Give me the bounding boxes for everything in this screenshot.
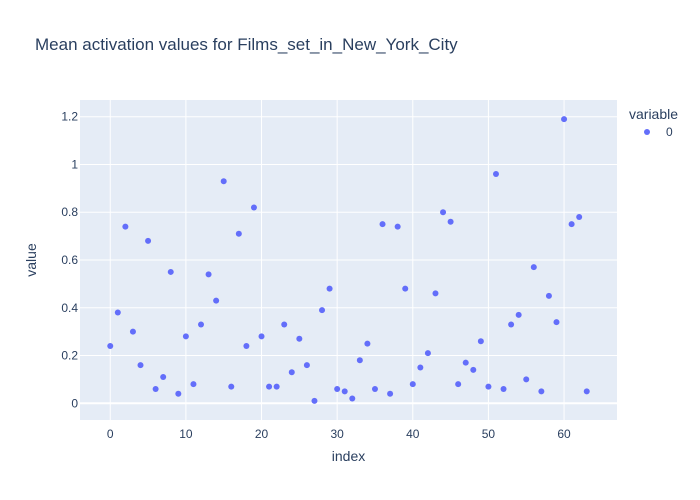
data-point[interactable] (394, 223, 401, 230)
y-tick-label: 0.4 (61, 301, 78, 315)
data-point[interactable] (568, 221, 575, 228)
data-point[interactable] (114, 309, 121, 316)
data-point[interactable] (492, 171, 499, 178)
data-point[interactable] (538, 388, 545, 395)
data-point[interactable] (402, 285, 409, 292)
data-point[interactable] (500, 385, 507, 392)
legend-title: variable (629, 106, 678, 122)
data-point[interactable] (523, 376, 530, 383)
data-point[interactable] (311, 397, 318, 404)
x-axis-ticks: 0 10 20 30 40 50 60 (107, 427, 571, 441)
data-point[interactable] (356, 357, 363, 364)
legend-label-0: 0 (666, 125, 673, 139)
y-tick-label: 1.2 (61, 110, 78, 124)
gridlines (80, 100, 617, 420)
data-point[interactable] (213, 297, 220, 304)
data-point[interactable] (145, 237, 152, 244)
data-point[interactable] (182, 333, 189, 340)
y-tick-label: 0.2 (61, 349, 78, 363)
data-point[interactable] (371, 385, 378, 392)
data-point[interactable] (364, 340, 371, 347)
data-point[interactable] (424, 350, 431, 357)
x-axis-title: index (332, 448, 365, 464)
chart-title: Mean activation values for Films_set_in_… (35, 35, 458, 54)
data-point[interactable] (477, 338, 484, 345)
data-point[interactable] (266, 383, 273, 390)
data-point[interactable] (530, 264, 537, 271)
y-axis-title: value (23, 243, 39, 277)
x-tick-label: 0 (107, 427, 114, 441)
x-tick-label: 60 (557, 427, 571, 441)
data-point[interactable] (387, 390, 394, 397)
data-point[interactable] (220, 178, 227, 185)
x-tick-label: 50 (482, 427, 496, 441)
data-point[interactable] (243, 342, 250, 349)
data-points (107, 116, 590, 404)
data-point[interactable] (250, 204, 257, 211)
data-point[interactable] (281, 321, 288, 328)
y-tick-label: 1 (71, 157, 78, 171)
data-point[interactable] (319, 307, 326, 314)
data-point[interactable] (417, 364, 424, 371)
data-point[interactable] (152, 385, 159, 392)
data-point[interactable] (583, 388, 590, 395)
data-point[interactable] (379, 221, 386, 228)
data-point[interactable] (462, 359, 469, 366)
data-point[interactable] (508, 321, 515, 328)
data-point[interactable] (107, 342, 114, 349)
data-point[interactable] (545, 292, 552, 299)
y-tick-label: 0 (71, 396, 78, 410)
data-point[interactable] (273, 383, 280, 390)
data-point[interactable] (288, 369, 295, 376)
legend-marker-0 (644, 129, 650, 135)
data-point[interactable] (228, 383, 235, 390)
x-tick-label: 30 (330, 427, 344, 441)
data-point[interactable] (576, 214, 583, 221)
data-point[interactable] (349, 395, 356, 402)
data-point[interactable] (341, 388, 348, 395)
data-point[interactable] (455, 381, 462, 388)
data-point[interactable] (190, 381, 197, 388)
data-point[interactable] (296, 335, 303, 342)
y-tick-label: 0.6 (61, 253, 78, 267)
data-point[interactable] (409, 381, 416, 388)
data-point[interactable] (334, 385, 341, 392)
data-point[interactable] (129, 328, 136, 335)
data-point[interactable] (470, 366, 477, 373)
data-point[interactable] (235, 230, 242, 237)
data-point[interactable] (303, 362, 310, 369)
data-point[interactable] (198, 321, 205, 328)
data-point[interactable] (515, 311, 522, 318)
data-point[interactable] (326, 285, 333, 292)
data-point[interactable] (137, 362, 144, 369)
data-point[interactable] (175, 390, 182, 397)
data-point[interactable] (561, 116, 568, 123)
data-point[interactable] (553, 319, 560, 326)
data-point[interactable] (447, 218, 454, 225)
x-tick-label: 20 (255, 427, 269, 441)
y-axis-ticks: 0 0.2 0.4 0.6 0.8 1 1.2 (61, 110, 78, 411)
legend[interactable]: variable 0 (629, 106, 678, 139)
data-point[interactable] (160, 374, 167, 381)
y-tick-label: 0.8 (61, 205, 78, 219)
data-point[interactable] (440, 209, 447, 216)
data-point[interactable] (258, 333, 265, 340)
data-point[interactable] (205, 271, 212, 278)
data-point[interactable] (167, 268, 174, 275)
data-point[interactable] (432, 290, 439, 297)
x-tick-label: 40 (406, 427, 420, 441)
data-point[interactable] (485, 383, 492, 390)
x-tick-label: 10 (179, 427, 193, 441)
data-point[interactable] (122, 223, 129, 230)
